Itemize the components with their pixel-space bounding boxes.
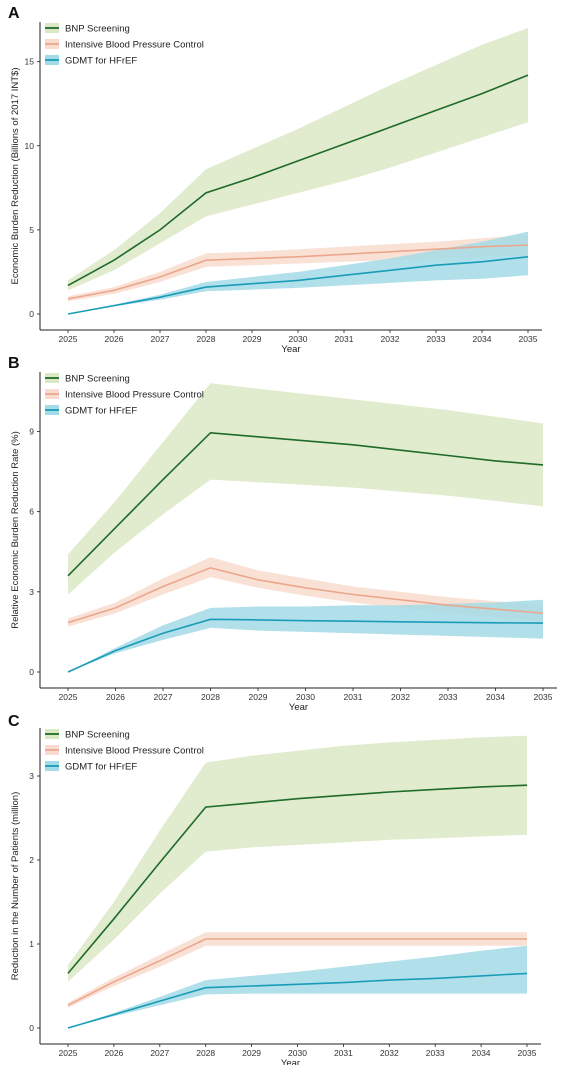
- ci-band-gdmt-C: [68, 945, 527, 1028]
- x-tick-label: 2027: [150, 1048, 169, 1058]
- y-tick-label: 0: [29, 1023, 34, 1033]
- panel-letter-C: C: [8, 713, 20, 730]
- x-tick-label: 2026: [104, 1048, 123, 1058]
- y-axis-title: Reduction in the Number of Patients (mil…: [10, 792, 21, 981]
- x-tick-label: 2025: [59, 334, 78, 344]
- x-tick-label: 2029: [249, 692, 268, 702]
- x-tick-label: 2031: [335, 334, 354, 344]
- legend-label-bnp: BNP Screening: [65, 24, 130, 35]
- y-tick-label: 0: [29, 667, 34, 677]
- x-tick-label: 2035: [534, 692, 553, 702]
- series-line-gdmt-C: [67, 972, 528, 1029]
- panel-letter-B: B: [8, 355, 20, 372]
- legend-label-gdmt: GDMT for HFrEF: [65, 762, 137, 773]
- x-tick-label: 2032: [380, 1048, 399, 1058]
- legend-label-bnp: BNP Screening: [65, 730, 130, 741]
- legend-label-ibp: Intensive Blood Pressure Control: [65, 390, 204, 401]
- series-line-ibp-C: [67, 938, 527, 1007]
- x-axis-title: Year: [281, 1058, 300, 1065]
- x-tick-label: 2033: [439, 692, 458, 702]
- y-tick-label: 2: [29, 855, 34, 865]
- y-tick-label: 9: [29, 426, 34, 436]
- x-tick-label: 2035: [518, 1048, 537, 1058]
- x-tick-label: 2028: [201, 692, 220, 702]
- x-tick-label: 2029: [242, 1048, 261, 1058]
- x-tick-label: 2026: [106, 692, 125, 702]
- ci-band-bnp-B: [68, 383, 543, 595]
- x-tick-label: 2033: [427, 334, 446, 344]
- x-tick-label: 2032: [381, 334, 400, 344]
- y-tick-label: 1: [29, 939, 34, 949]
- series-line-bnp-C: [67, 784, 528, 974]
- x-tick-label: 2034: [486, 692, 505, 702]
- ci-band-bnp-C: [68, 735, 527, 982]
- y-tick-label: 0: [29, 309, 34, 319]
- x-tick-label: 2027: [151, 334, 170, 344]
- series-line-gdmt-A: [67, 256, 529, 315]
- ci-band-bnp-A: [68, 28, 528, 291]
- x-tick-label: 2031: [334, 1048, 353, 1058]
- series-line-bnp-A: [67, 74, 529, 287]
- legend-label-ibp: Intensive Blood Pressure Control: [65, 40, 204, 51]
- y-axis-title: Economic Burden Reduction (Billions of 2…: [10, 67, 21, 284]
- x-tick-label: 2033: [426, 1048, 445, 1058]
- panel-A: A 2025 2026 2027 2028 2029 2030 2031 2032 2033 203…: [8, 5, 542, 355]
- x-tick-label: 2030: [296, 692, 315, 702]
- y-axis-title: Relative Economic Burden Reduction Rate …: [10, 431, 21, 628]
- series-line-bnp-B: [67, 431, 544, 577]
- x-tick-label: 2030: [288, 1048, 307, 1058]
- y-tick-label: 5: [29, 225, 34, 235]
- x-tick-label: 2034: [472, 1048, 491, 1058]
- x-tick-label: 2029: [243, 334, 262, 344]
- y-tick-label: 15: [25, 57, 35, 67]
- legend-A: BNP Screening Intensive Blood Pressure Co…: [45, 23, 204, 67]
- ci-band-gdmt-A: [68, 231, 528, 314]
- x-tick-label: 2025: [59, 1048, 78, 1058]
- x-tick-label: 2030: [289, 334, 308, 344]
- legend-label-bnp: BNP Screening: [65, 374, 130, 385]
- series-line-ibp-B: [67, 566, 544, 624]
- ci-band-gdmt-B: [68, 599, 543, 672]
- legend-C: BNP Screening Intensive Blood Pressure Co…: [45, 729, 204, 773]
- legend-label-ibp: Intensive Blood Pressure Control: [65, 746, 204, 757]
- y-tick-label: 3: [29, 587, 34, 597]
- x-tick-label: 2032: [391, 692, 410, 702]
- x-tick-label: 2027: [154, 692, 173, 702]
- x-tick-label: 2025: [59, 692, 78, 702]
- ci-band-ibp-C: [68, 932, 527, 1008]
- panel-letter-A: A: [8, 5, 20, 22]
- legend-label-gdmt: GDMT for HFrEF: [65, 406, 137, 417]
- x-axis-title: Year: [289, 702, 308, 713]
- x-axis-title: Year: [281, 344, 300, 355]
- y-tick-label: 3: [29, 771, 34, 781]
- y-tick-label: 6: [29, 507, 34, 517]
- panel-B: B 2025 2026 2027 2028 2029 2030 2031 2032 2033 203…: [8, 355, 557, 713]
- series-line-ibp-A: [67, 244, 529, 300]
- x-tick-label: 2026: [105, 334, 124, 344]
- legend-label-gdmt: GDMT for HFrEF: [65, 56, 137, 67]
- ci-band-ibp-A: [68, 234, 528, 302]
- y-tick-label: 10: [25, 141, 35, 151]
- series-line-gdmt-B: [67, 618, 544, 673]
- legend-B: BNP Screening Intensive Blood Pressure Co…: [45, 373, 204, 417]
- x-tick-label: 2028: [196, 1048, 215, 1058]
- x-tick-label: 2028: [197, 334, 216, 344]
- x-tick-label: 2035: [519, 334, 538, 344]
- x-tick-label: 2031: [344, 692, 363, 702]
- x-tick-label: 2034: [473, 334, 492, 344]
